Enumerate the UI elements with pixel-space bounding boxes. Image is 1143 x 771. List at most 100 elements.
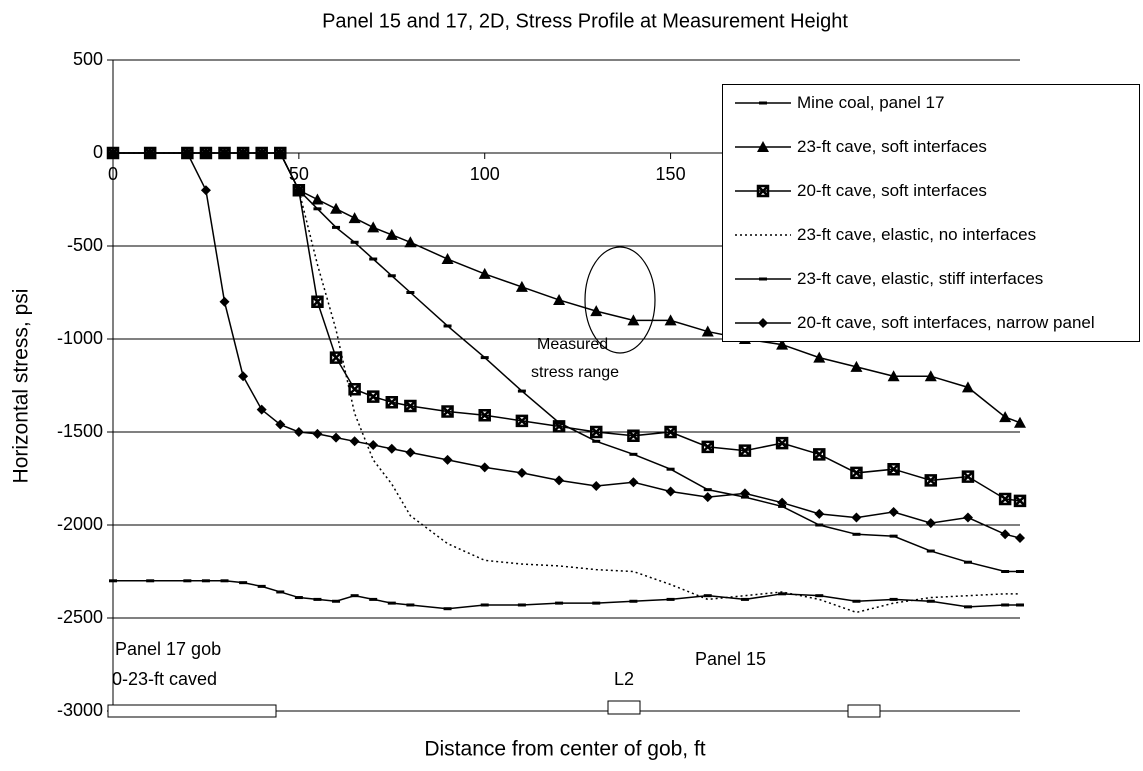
marker [739,488,750,499]
legend: Mine coal, panel 17 23-ft cave, soft inte… [722,84,1140,342]
marker [386,443,397,454]
y-tick-label: -3000 [57,700,103,720]
marker [331,432,342,443]
x-tick-label: 0 [108,164,118,184]
marker [627,429,640,442]
y-tick-label: -1000 [57,328,103,348]
legend-item: 23-ft cave, elastic, stiff interfaces [733,269,1043,289]
marker [405,447,416,458]
marker [145,148,156,158]
marker [888,506,899,517]
marker [1014,416,1026,428]
marker [515,414,529,428]
marker [702,492,713,503]
series-line [113,580,1020,610]
marker [961,470,975,483]
legend-item: 20-ft cave, soft interfaces, narrow pane… [733,313,1095,333]
marker [385,228,398,240]
marker [851,512,862,523]
legend-label: 23-ft cave, soft interfaces [797,137,987,156]
x-tick-label: 150 [656,164,686,184]
marker [999,411,1012,423]
marker [665,486,676,497]
legend-swatch [735,318,791,328]
marker [368,440,379,451]
y-tick-label: 0 [93,142,103,162]
legend-label: 23-ft cave, elastic, stiff interfaces [797,269,1044,288]
marker [478,409,491,422]
marker [758,318,768,328]
y-tick-label: -2500 [57,607,103,627]
legend-swatch [735,277,791,281]
legend-swatch [735,141,791,152]
marker [1013,494,1027,508]
marker [404,399,417,413]
marker [553,293,566,305]
marker [219,296,230,307]
marker [441,405,454,418]
marker [850,466,863,480]
marker [478,267,491,279]
l2-block [607,700,641,715]
legend-swatch [735,101,791,105]
marker [738,444,752,457]
annotation: 0-23-ft caved [112,669,217,689]
marker [442,454,453,465]
marker [591,480,602,491]
marker [757,141,769,152]
y-axis-title: Horizontal stress, psi [10,289,33,484]
marker [590,305,603,317]
y-tick-label: -500 [67,235,103,255]
annotation: Measured [537,336,608,353]
legend-label: Mine coal, panel 17 [797,93,945,112]
chart-title: Panel 15 and 17, 2D, Stress Profile at M… [322,10,848,32]
annotation: L2 [614,669,634,689]
y-tick-label: -2000 [57,514,103,534]
marker [275,419,286,430]
marker [589,425,603,439]
x-tick-label: 100 [470,164,500,184]
marker [775,436,789,450]
legend-swatch [735,184,791,198]
marker [756,184,770,198]
marker [962,512,973,523]
marker [924,370,937,382]
marker [348,382,361,396]
marker [627,314,640,326]
legend-item: 20-ft cave, soft interfaces [733,181,987,201]
series [108,148,1025,544]
marker [108,148,118,158]
marker [311,193,324,205]
marker [1015,533,1025,544]
legend-swatch [735,234,791,236]
marker [515,280,528,292]
marker [367,221,380,233]
marker [701,325,714,337]
marker [554,475,565,486]
y-tick-label: -1500 [57,421,103,441]
measured-range-ellipse [584,246,656,354]
marker [776,338,789,350]
marker [312,428,323,439]
marker [961,381,974,393]
annotation: Panel 17 gob [115,639,221,659]
x-axis-title: Distance from center of gob, ft [424,738,705,761]
marker [293,427,304,437]
marker [238,371,249,382]
marker [349,436,360,447]
x-tick-label: 50 [289,164,309,184]
marker [664,314,677,326]
legend-item: 23-ft cave, elastic, no interfaces [733,225,1036,245]
marker [200,185,211,196]
legend-item: Mine coal, panel 17 [733,93,944,113]
series-line [113,152,1021,539]
marker [664,425,677,439]
marker [887,462,900,476]
legend-label: 20-ft cave, soft interfaces, narrow pane… [797,313,1095,332]
marker [1000,529,1011,540]
marker [850,360,863,372]
marker [998,492,1012,506]
marker [182,148,193,158]
marker [813,351,826,363]
